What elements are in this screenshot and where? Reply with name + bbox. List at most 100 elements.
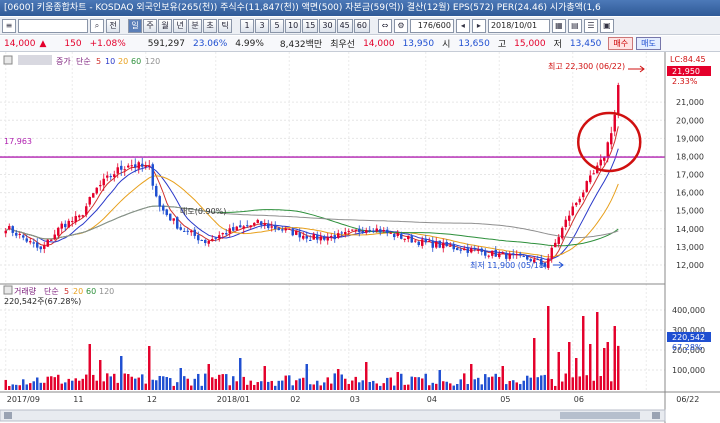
date-tick-label: 03 — [350, 395, 360, 404]
candle-body — [323, 236, 326, 240]
grid-icon[interactable]: ▤ — [567, 18, 582, 33]
candle-body — [232, 227, 235, 231]
period-button-6[interactable]: 초 — [203, 18, 217, 33]
scroll-left-icon[interactable] — [4, 412, 12, 419]
period-button-4[interactable]: 년 — [173, 18, 187, 33]
volume-tick-label: 300,000 — [672, 326, 705, 335]
interval-button-3[interactable]: 5 — [270, 18, 284, 33]
scroll-thumb[interactable] — [560, 412, 640, 419]
candle-body — [617, 84, 620, 114]
volume-bar — [95, 380, 98, 390]
volume-bar — [15, 384, 18, 390]
candle-body — [547, 258, 550, 268]
volume-bar — [190, 385, 193, 390]
candle-body — [99, 185, 102, 187]
low-annotation: 최저 11,900 (05/18) — [470, 260, 547, 270]
candle-body — [155, 185, 158, 197]
volume-bar — [85, 374, 88, 390]
sell-button[interactable]: 매도 — [636, 37, 661, 50]
period-button-7[interactable]: 틱 — [218, 18, 232, 33]
prev-icon[interactable]: ◂ — [455, 18, 470, 33]
price-legend: 증가 단순 5 10 20 60 120 — [3, 55, 160, 66]
candle-body — [46, 239, 49, 247]
candle-body — [60, 223, 63, 229]
candle-body — [351, 229, 354, 231]
candle-body — [564, 219, 567, 228]
turnover-rate: 4.99% — [235, 38, 264, 49]
candle-body — [53, 234, 56, 240]
volume-bar — [323, 382, 326, 390]
interval-button-7[interactable]: 45 — [336, 18, 353, 33]
candle-body — [246, 225, 249, 227]
interval-button-2[interactable]: 3 — [255, 18, 269, 33]
volume-bar — [123, 373, 126, 390]
volume-bar — [288, 375, 291, 390]
candle-body — [487, 255, 490, 257]
volume-bar — [319, 385, 322, 390]
volume-bar — [4, 379, 7, 390]
best-bid: 13,950 — [402, 38, 435, 49]
candle-body — [515, 254, 518, 256]
volume-bar — [267, 381, 270, 390]
candle-body — [204, 239, 207, 244]
candle-body — [592, 173, 595, 175]
settings-icon[interactable]: ⚙ — [393, 18, 408, 33]
period-button-2[interactable]: 주 — [143, 18, 157, 33]
volume-bar — [228, 385, 231, 390]
candle-body — [522, 256, 525, 258]
volume-bar — [25, 384, 28, 390]
period-button-3[interactable]: 월 — [158, 18, 172, 33]
volume-bar — [449, 383, 452, 390]
period-button-5[interactable]: 분 — [188, 18, 202, 33]
stock-code-input[interactable] — [18, 18, 88, 33]
interval-button-8[interactable]: 60 — [353, 18, 370, 33]
interval-button-5[interactable]: 15 — [302, 18, 319, 33]
list-icon[interactable]: ☰ — [583, 18, 598, 33]
price-tick-label: 14,000 — [676, 225, 704, 234]
interval-button-4[interactable]: 10 — [285, 18, 302, 33]
candle-body — [589, 175, 592, 183]
mode-select[interactable]: 전 — [106, 18, 120, 33]
candle-body — [8, 225, 11, 230]
menu-icon[interactable]: ≡ — [2, 18, 16, 33]
buy-button[interactable]: 매수 — [608, 37, 634, 50]
volume-axis: 100,000 200,000 300,000 400,000 — [672, 306, 705, 375]
date-field[interactable]: 2018/10/01 — [487, 18, 550, 33]
scroll-right-icon[interactable] — [652, 412, 660, 419]
candle-body — [368, 229, 371, 231]
candle-body — [498, 253, 501, 258]
volume-bar — [596, 312, 599, 390]
candle-body — [176, 217, 179, 229]
interval-button-1[interactable]: 1 — [240, 18, 254, 33]
lock-icon[interactable]: ▣ — [599, 18, 614, 33]
volume-bar — [603, 348, 606, 390]
next-icon[interactable]: ▸ — [471, 18, 486, 33]
interval-button-6[interactable]: 30 — [319, 18, 336, 33]
last-volume-pct-label: 67.28% — [672, 343, 703, 352]
count-field[interactable]: 176/600 — [409, 18, 454, 33]
candle-body — [22, 235, 25, 238]
stock-chart[interactable]: 12,000 13,000 14,000 15,000 16,000 17,000 18,0… — [0, 52, 720, 423]
candle-body — [249, 225, 252, 228]
date-tick-label: 2018/01 — [217, 395, 250, 404]
candle-body — [431, 240, 434, 248]
horizontal-scrollbar[interactable] — [0, 409, 666, 422]
price-tick-label: 19,000 — [676, 134, 704, 143]
date-tick-label: 04 — [427, 395, 437, 404]
candle-body — [270, 226, 273, 228]
volume-bar — [571, 377, 574, 390]
candle-body — [298, 232, 301, 238]
candle-body — [179, 227, 182, 230]
ruler-icon[interactable]: ⇔ — [377, 18, 392, 33]
candle-body — [438, 240, 441, 248]
volume-bar — [260, 381, 263, 390]
period-button-1[interactable]: 일 — [128, 18, 142, 33]
volume-bar — [452, 385, 455, 390]
volume-bar — [410, 376, 413, 390]
price-tick-label: 18,000 — [676, 152, 704, 161]
candle-body — [172, 218, 175, 221]
search-icon[interactable]: ⌕ — [90, 18, 104, 33]
calendar-icon[interactable]: ▦ — [551, 18, 566, 33]
date-tick-label: 2017/09 — [7, 395, 40, 404]
volume-bar — [277, 380, 280, 390]
